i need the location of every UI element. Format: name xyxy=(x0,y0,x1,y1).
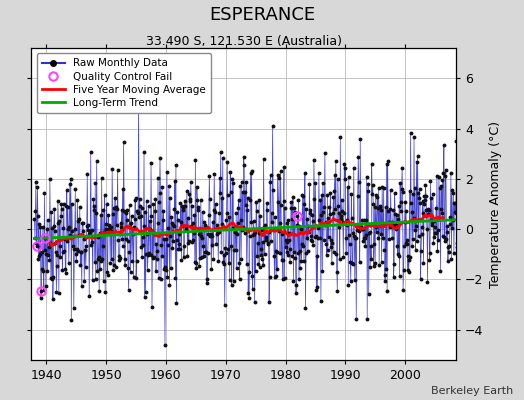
Text: ESPERANCE: ESPERANCE xyxy=(209,6,315,24)
Text: Berkeley Earth: Berkeley Earth xyxy=(431,386,514,396)
Y-axis label: Temperature Anomaly (°C): Temperature Anomaly (°C) xyxy=(489,120,502,288)
Title: 33.490 S, 121.530 E (Australia): 33.490 S, 121.530 E (Australia) xyxy=(146,35,342,48)
Legend: Raw Monthly Data, Quality Control Fail, Five Year Moving Average, Long-Term Tren: Raw Monthly Data, Quality Control Fail, … xyxy=(37,53,211,113)
